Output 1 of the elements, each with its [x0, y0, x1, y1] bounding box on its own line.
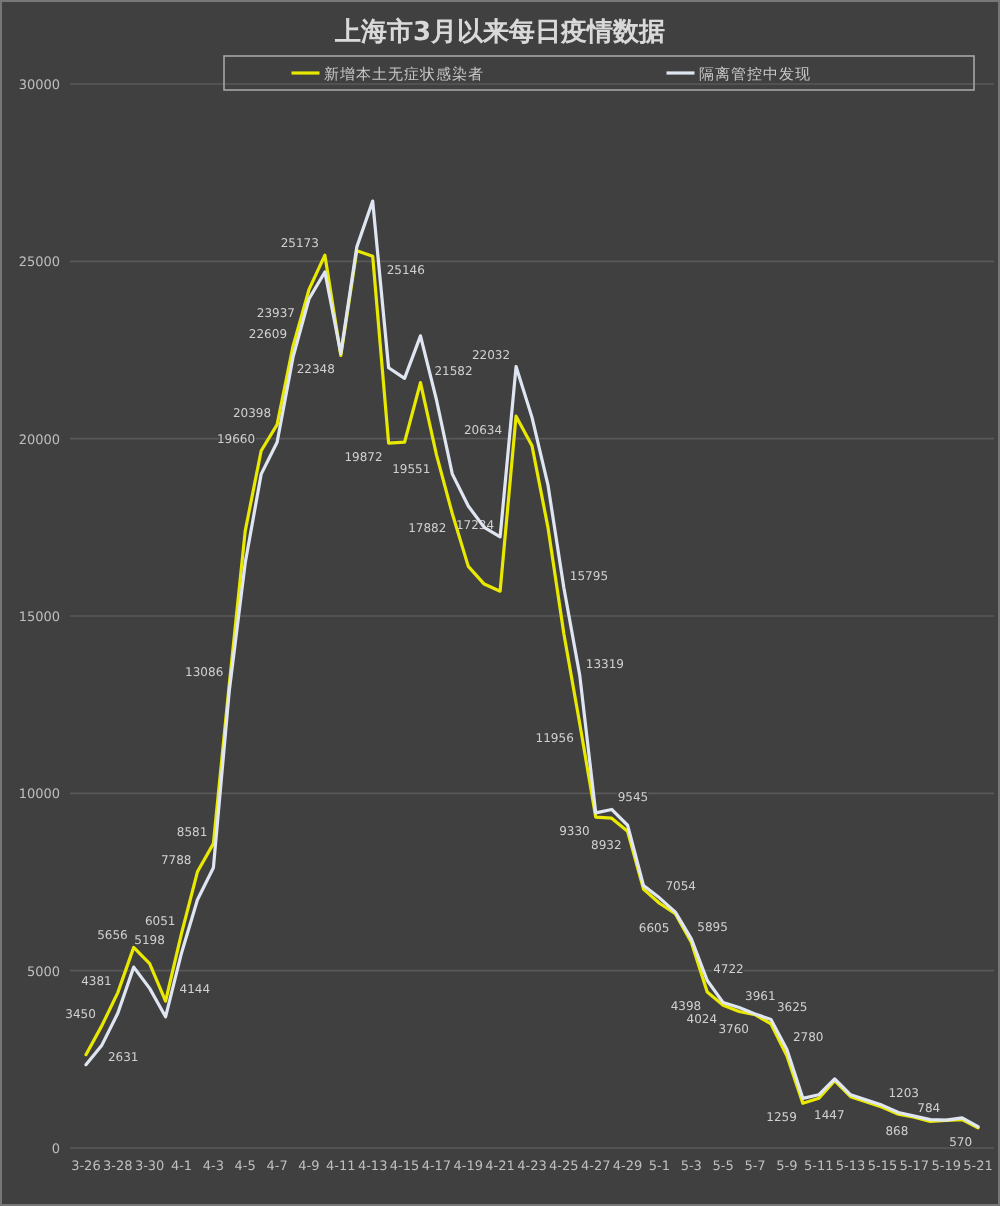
chart-title: 上海市3月以来每日疫情数据	[332, 16, 666, 48]
